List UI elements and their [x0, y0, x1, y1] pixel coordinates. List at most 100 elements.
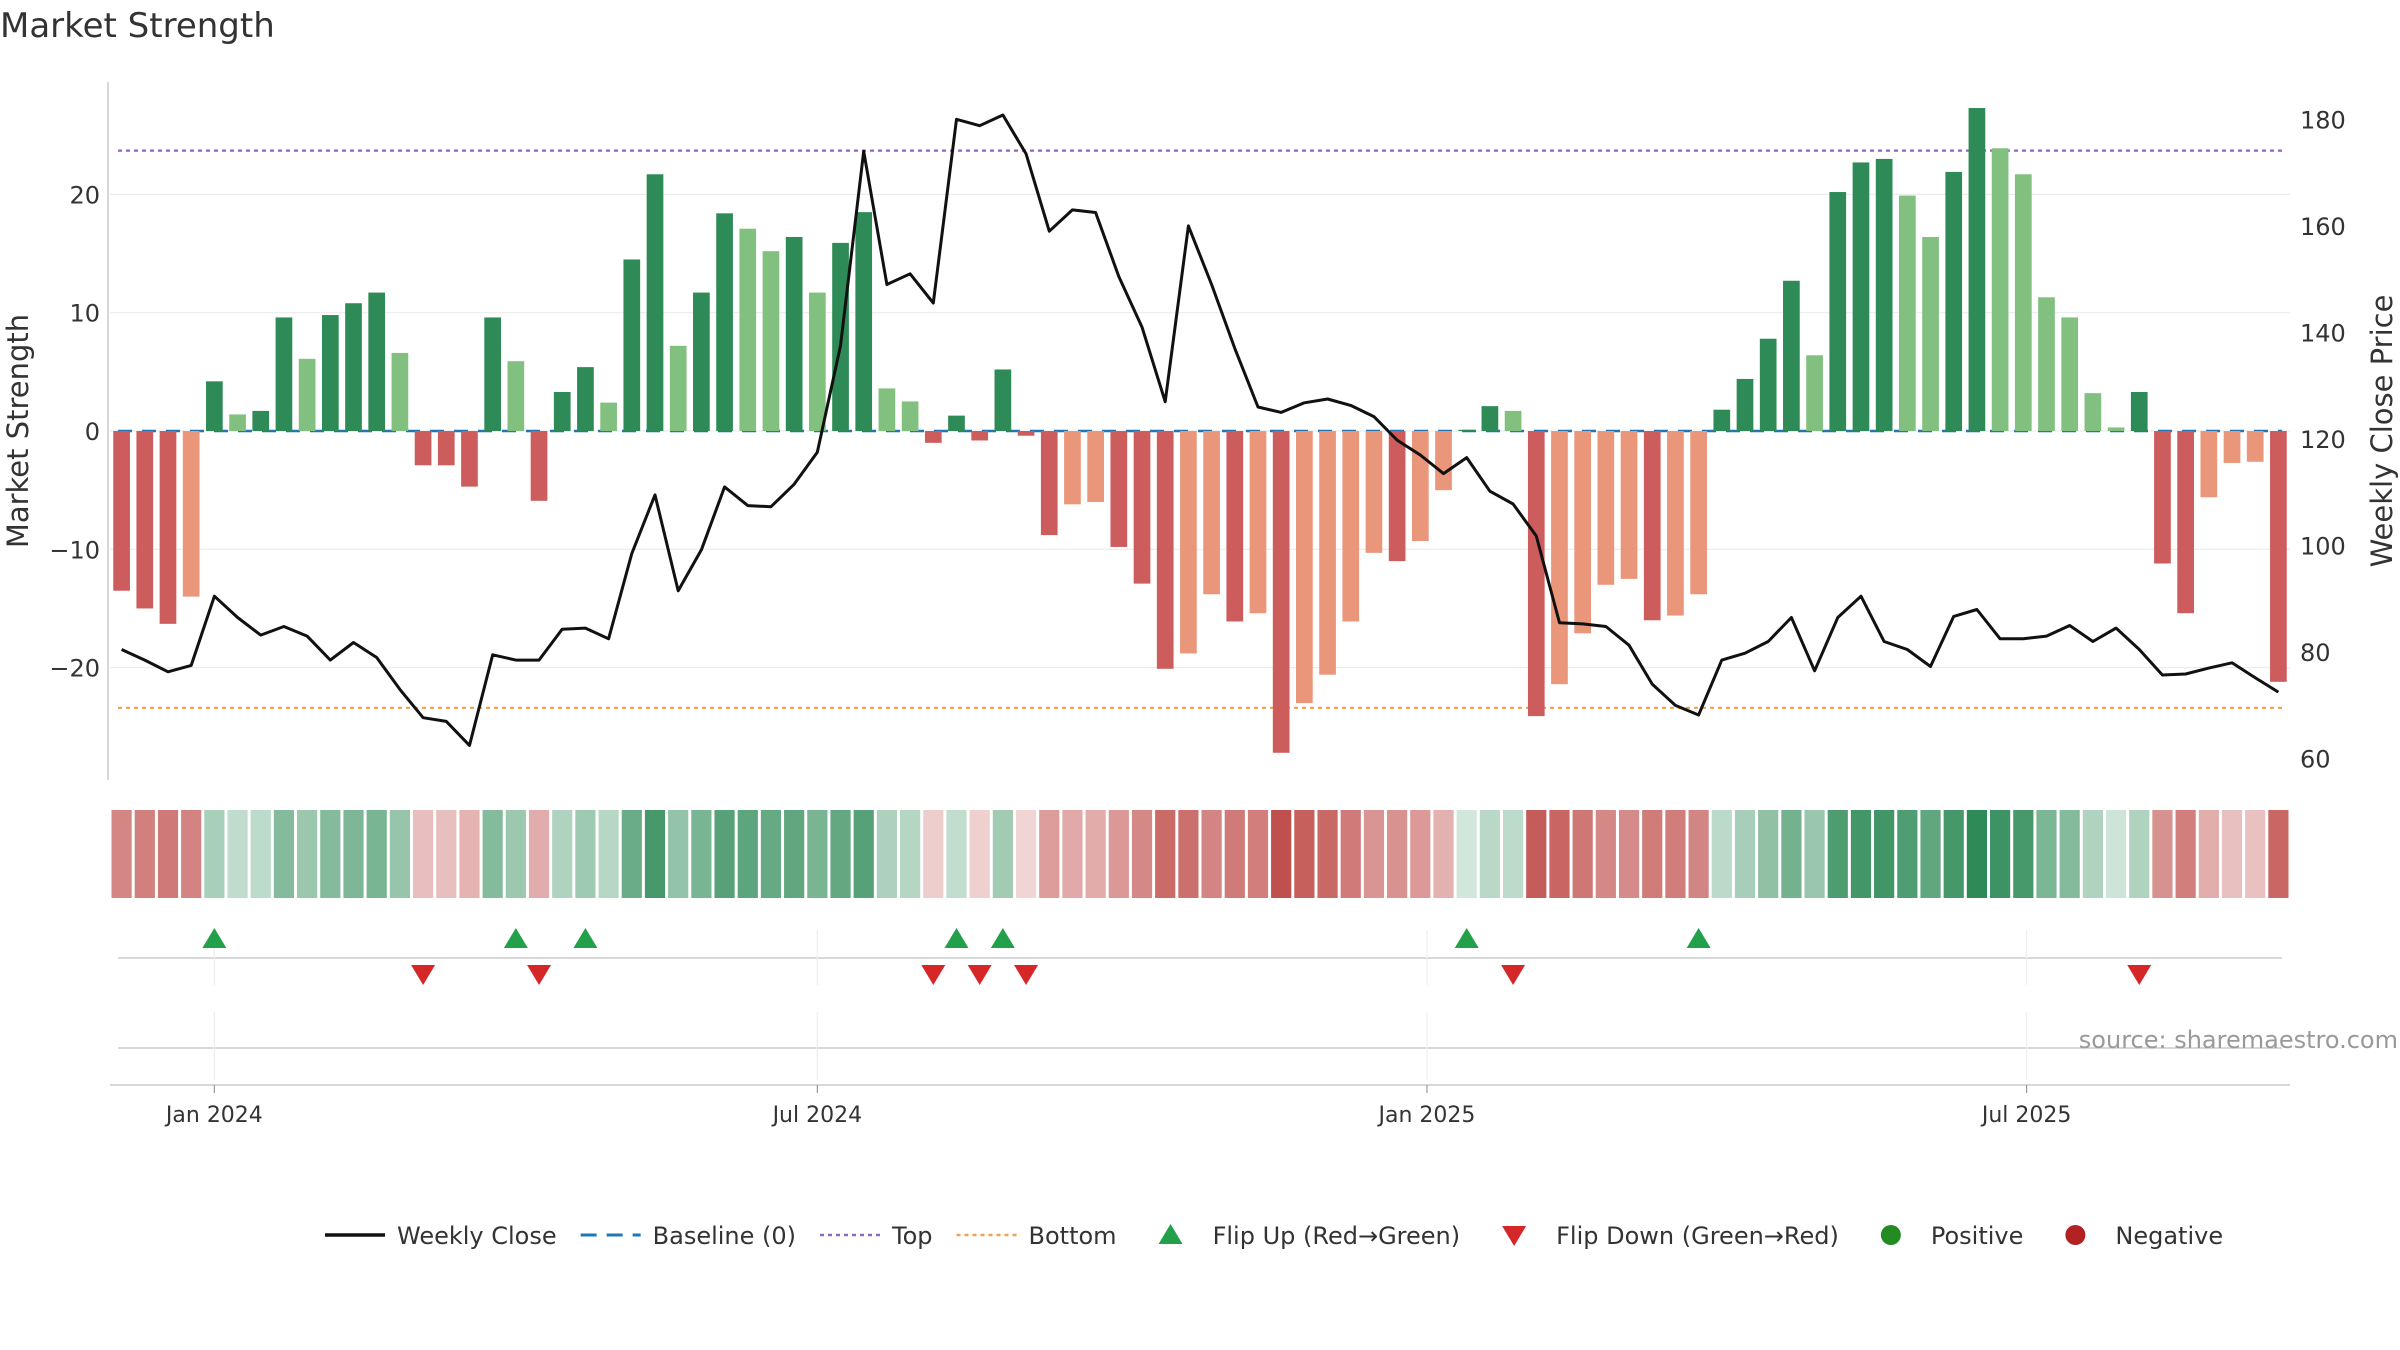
heat-cell [528, 810, 550, 898]
legend-entry: Flip Down (Green→Red) [1502, 1222, 1839, 1250]
x-tick-label: Jul 2024 [771, 1103, 863, 1128]
heat-cell [876, 810, 898, 898]
legend-label: Baseline (0) [653, 1222, 796, 1250]
heat-cell [1734, 810, 1756, 898]
strength-bar [507, 361, 525, 431]
strength-bar [1296, 431, 1313, 704]
heat-cell [1618, 810, 1640, 898]
flip-down-marker [1014, 965, 1039, 985]
strength-bar [1017, 431, 1035, 436]
strength-bar [437, 431, 455, 466]
heat-cell [412, 810, 434, 898]
strength-bar [1806, 355, 1823, 431]
flip-down-marker [527, 965, 552, 985]
heat-cell [1549, 810, 1570, 898]
legend-entry: Positive [1880, 1222, 2023, 1250]
heat-cell [2221, 810, 2243, 898]
heat-cell [134, 810, 155, 898]
heat-cell [505, 810, 526, 898]
strength-bar [1133, 431, 1151, 584]
heat-cell [1874, 810, 1895, 898]
left-axis-label: Market Strength [1, 314, 35, 548]
strength-bar [206, 381, 223, 431]
strength-bar [1968, 108, 1986, 432]
heat-cell [1850, 810, 1872, 898]
right-tick-label: 60 [2300, 746, 2331, 774]
strength-bar [1783, 280, 1800, 431]
strength-bar [391, 352, 409, 431]
strength-bar [901, 401, 919, 431]
legend-label: Top [891, 1222, 933, 1250]
heat-cell [459, 810, 480, 898]
heat-cell [320, 810, 341, 898]
strength-bar [739, 228, 757, 431]
strength-bar [971, 431, 989, 441]
strength-bar [530, 431, 548, 501]
heat-cell [1781, 810, 1802, 898]
strength-bar [2084, 393, 2102, 431]
strength-bar [553, 391, 571, 431]
flip-up-marker [503, 928, 528, 948]
legend-swatch [1158, 1224, 1183, 1244]
heat-cell [1990, 810, 2011, 898]
heat-cell [2245, 810, 2266, 898]
strength-bar [1342, 431, 1360, 622]
strength-bar [693, 292, 710, 431]
heat-cell [1085, 810, 1106, 898]
strength-bar [785, 236, 803, 431]
strength-bar [252, 410, 270, 431]
heat-cell [575, 810, 596, 898]
heat-cell [1363, 810, 1385, 898]
strength-bar [1852, 162, 1870, 432]
heat-cell [853, 810, 874, 898]
strength-bar [368, 292, 386, 431]
heat-cell [668, 810, 689, 898]
strength-bar [1272, 431, 1290, 753]
strength-bar [716, 213, 733, 431]
legend-entry: Bottom [956, 1222, 1117, 1250]
heat-cell [2198, 810, 2219, 898]
flip-down-marker [1501, 965, 1526, 985]
strength-bar [461, 431, 478, 487]
strength-bar [1829, 192, 1847, 431]
legend-label: Weekly Close [397, 1222, 557, 1250]
strength-bar [924, 431, 942, 443]
strength-bar [1504, 410, 1522, 431]
heat-cell [923, 810, 944, 898]
heat-cell [2268, 810, 2289, 898]
strength-bar [1713, 409, 1731, 431]
left-tick-label: 20 [69, 181, 100, 209]
strength-bar [2061, 317, 2079, 431]
strength-bar [1180, 431, 1197, 654]
left-tick-label: −10 [49, 536, 100, 564]
strength-bar [2270, 431, 2287, 682]
heat-cell [111, 810, 132, 898]
strength-bar [229, 414, 246, 431]
strength-bar [113, 431, 130, 591]
left-axis-ticks: 20 10 0 −10 −20 [49, 181, 100, 682]
strength-bar [1875, 158, 1893, 431]
flip-up-marker [202, 928, 227, 948]
strength-bars [113, 108, 2287, 753]
heat-cell [1108, 810, 1129, 898]
heat-cell [1155, 810, 1176, 898]
strength-bar [1551, 431, 1568, 685]
strength-bar [1040, 431, 1058, 536]
heat-cell [1433, 810, 1454, 898]
flip-markers [202, 928, 2152, 985]
strength-bar [136, 431, 154, 609]
strength-bar [1736, 378, 1754, 431]
flip-up-marker [573, 928, 598, 948]
right-tick-label: 160 [2300, 213, 2346, 241]
legend-swatch [1880, 1225, 1901, 1245]
heat-cell [1062, 810, 1083, 898]
chart-title: Market Strength [0, 6, 275, 46]
strength-bar [1458, 429, 1476, 431]
heat-cell [1340, 810, 1361, 898]
heat-cell [2013, 810, 2034, 898]
strength-bar [2038, 297, 2055, 431]
heat-strip [111, 810, 2289, 898]
strength-bar [646, 174, 664, 432]
strength-bar [1110, 431, 1128, 547]
strength-bar [878, 388, 896, 431]
